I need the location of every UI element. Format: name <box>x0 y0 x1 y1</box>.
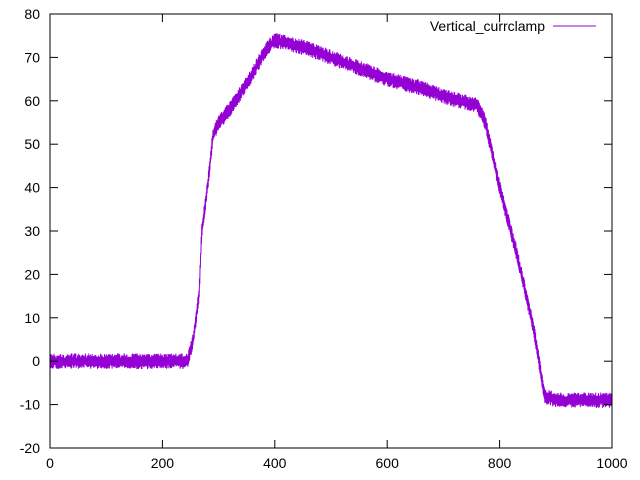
y-tick-label: 40 <box>24 180 40 196</box>
series-line <box>49 33 613 409</box>
y-tick-label: -10 <box>20 397 40 413</box>
y-tick-label: 30 <box>24 223 40 239</box>
legend-label: Vertical_currclamp <box>430 18 545 34</box>
y-tick-label: -20 <box>20 440 40 456</box>
y-tick-label: 70 <box>24 49 40 65</box>
x-tick-label: 600 <box>376 455 400 471</box>
x-tick-label: 200 <box>151 455 175 471</box>
y-tick-label: 20 <box>24 266 40 282</box>
y-tick-label: 60 <box>24 93 40 109</box>
x-tick-label: 1000 <box>596 455 627 471</box>
y-tick-label: 50 <box>24 136 40 152</box>
y-tick-label: 0 <box>32 353 40 369</box>
plot-frame <box>49 13 613 449</box>
x-axis: 0 200 400 600 800 1000 <box>46 14 628 471</box>
legend: Vertical_currclamp <box>430 18 596 34</box>
x-tick-label: 400 <box>263 455 287 471</box>
x-tick-label: 0 <box>46 455 54 471</box>
y-tick-label: 80 <box>24 6 40 22</box>
y-tick-label: 10 <box>24 310 40 326</box>
y-axis: -20 -10 0 10 20 30 40 50 60 70 80 <box>20 6 612 456</box>
x-tick-label: 800 <box>488 455 512 471</box>
data-layer <box>49 33 613 409</box>
